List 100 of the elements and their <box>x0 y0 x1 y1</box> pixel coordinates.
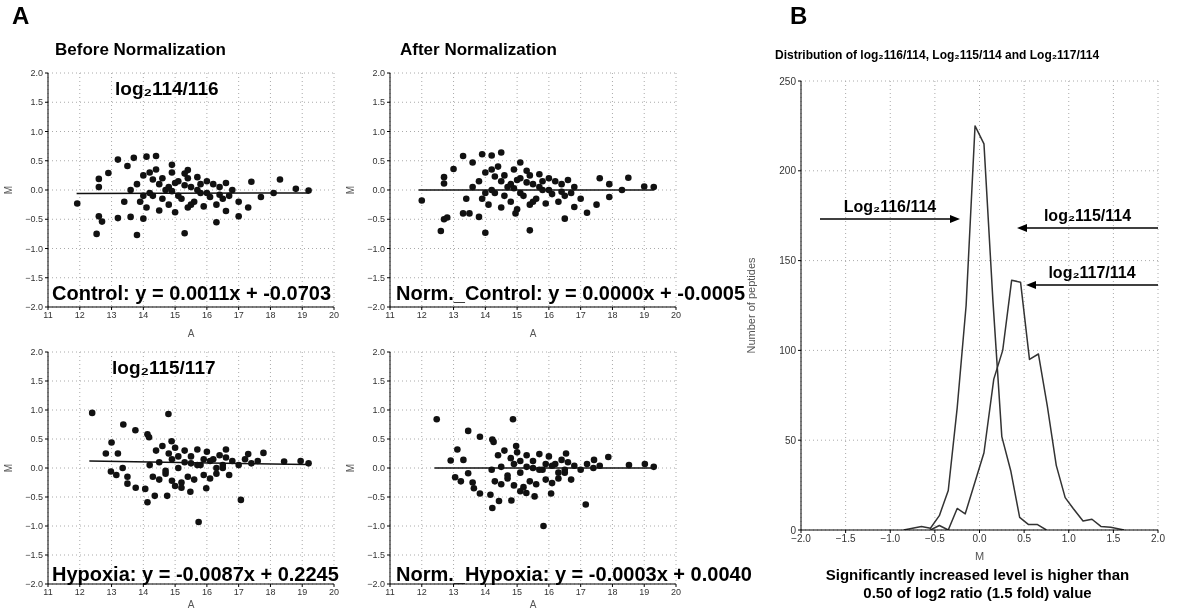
x-tick-label: 0.0 <box>972 533 987 545</box>
x-tick-label: −1.0 <box>880 533 901 545</box>
y-tick-label: −2.0 <box>367 302 385 313</box>
x-tick-label: 17 <box>575 310 586 321</box>
x-tick-label: 12 <box>416 587 427 598</box>
x-tick-label: 15 <box>512 587 523 598</box>
y-tick-label: 0 <box>790 524 797 536</box>
y-tick-label: 1.5 <box>30 376 43 387</box>
y-tick-label: 0.5 <box>372 155 385 166</box>
x-axis-title: M <box>974 550 985 562</box>
y-tick-label: 0.5 <box>30 434 43 445</box>
x-tick-label: 16 <box>201 587 212 598</box>
y-tick-label: 250 <box>779 75 797 87</box>
y-tick-label: 1.5 <box>372 97 385 108</box>
y-tick-label: 2.0 <box>372 68 385 79</box>
y-tick-label: 2.0 <box>372 347 385 358</box>
annotation: Hypoxia: y = -0.0087x + 0.2245 <box>52 562 339 586</box>
x-tick-label: 11 <box>385 310 395 321</box>
x-tick-label: 18 <box>265 310 276 321</box>
x-tick-label: 14 <box>480 310 491 321</box>
annotation: log₂115/117 <box>112 357 216 380</box>
y-tick-label: 100 <box>779 344 797 356</box>
annotation: log₂115/114 <box>1043 207 1132 224</box>
annotation: Control: y = 0.0011x + -0.0703 <box>52 281 332 305</box>
chart-title: After Normalization <box>400 40 557 60</box>
x-tick-label: 19 <box>639 310 650 321</box>
x-tick-label: 12 <box>416 310 427 321</box>
x-tick-label: 17 <box>233 587 244 598</box>
y-tick-label: 0.0 <box>372 463 385 474</box>
x-tick-label: 18 <box>607 310 618 321</box>
x-tick-label: 11 <box>385 587 395 598</box>
y-tick-label: 1.0 <box>372 405 385 416</box>
y-tick-label: 1.0 <box>30 126 43 137</box>
x-tick-label: 1.0 <box>1061 533 1077 545</box>
x-tick-label: 18 <box>265 587 276 598</box>
x-tick-label: 12 <box>74 587 85 598</box>
x-tick-label: 16 <box>543 587 554 598</box>
x-tick-label: 11 <box>43 310 53 321</box>
x-tick-label: 0.5 <box>1017 533 1032 545</box>
y-tick-label: −1.5 <box>25 272 43 283</box>
annotation: Log₂116/114 <box>843 198 937 215</box>
chart-title: Distribution of log₂116/114, Log₂115/114 and Log₂117/114 <box>775 48 1100 62</box>
y-tick-label: −0.5 <box>367 214 385 225</box>
text: B <box>790 2 808 31</box>
x-tick-label: 13 <box>448 587 459 598</box>
y-tick-label: 1.0 <box>372 126 385 137</box>
chart-title: Before Normalization <box>55 40 226 60</box>
x-tick-label: −0.5 <box>925 533 946 545</box>
y-tick-label: −1.0 <box>25 521 43 532</box>
x-axis-title: A <box>187 328 195 339</box>
y-axis-title: Number of peptides <box>744 257 757 354</box>
x-tick-label: 14 <box>480 587 491 598</box>
x-tick-label: 17 <box>575 587 586 598</box>
y-tick-label: 0.5 <box>372 434 385 445</box>
x-axis-title: A <box>187 599 195 609</box>
x-tick-label: 20 <box>328 310 340 321</box>
x-tick-label: 13 <box>106 310 117 321</box>
x-tick-label: 17 <box>233 310 244 321</box>
y-tick-label: 0.0 <box>30 463 43 474</box>
annotation: Norm._Control: y = 0.0000x + -0.0005 <box>396 281 746 305</box>
y-axis-title: M <box>2 463 14 473</box>
y-axis-title: M <box>344 463 356 473</box>
y-tick-label: 200 <box>779 165 797 177</box>
x-tick-label: −1.5 <box>835 533 856 545</box>
x-tick-label: 20 <box>670 310 682 321</box>
y-tick-label: −1.5 <box>367 550 385 561</box>
x-tick-label: 15 <box>512 310 523 321</box>
x-tick-label: 13 <box>448 310 459 321</box>
x-tick-label: 2.0 <box>1151 533 1166 545</box>
y-tick-label: 150 <box>779 255 797 267</box>
x-tick-label: 15 <box>170 587 181 598</box>
y-tick-label: −1.5 <box>25 550 43 561</box>
y-tick-label: −1.5 <box>367 272 385 283</box>
y-tick-label: 2.0 <box>30 347 43 358</box>
y-tick-label: 50 <box>784 434 797 446</box>
x-tick-label: 16 <box>543 310 554 321</box>
y-tick-label: 2.0 <box>30 68 43 79</box>
y-tick-label: 1.5 <box>30 97 43 108</box>
x-tick-label: 20 <box>670 587 682 598</box>
annotation: log₂114/116 <box>115 78 219 101</box>
x-tick-label: 15 <box>170 310 181 321</box>
y-axis-title: M <box>2 185 14 195</box>
text: Significantly increased level is higher than 0.50 of log2 ratio (1.5 fold) value <box>824 566 1131 602</box>
x-tick-label: 1.5 <box>1106 533 1121 545</box>
y-tick-label: −2.0 <box>367 579 385 590</box>
annotation: Norm._Hypoxia: y = -0.0003x + 0.0040 <box>396 562 752 586</box>
y-tick-label: 0.0 <box>372 185 385 196</box>
x-tick-label: 11 <box>43 587 53 598</box>
y-tick-label: −0.5 <box>25 492 43 503</box>
y-tick-label: −0.5 <box>367 492 385 503</box>
x-tick-label: 18 <box>607 587 618 598</box>
y-tick-label: 0.0 <box>30 185 43 196</box>
x-tick-label: 12 <box>74 310 85 321</box>
y-tick-label: −1.0 <box>25 243 43 254</box>
y-tick-label: 0.5 <box>30 155 43 166</box>
x-tick-label: 16 <box>201 310 212 321</box>
x-tick-label: 13 <box>106 587 117 598</box>
x-tick-label: 19 <box>297 310 308 321</box>
y-tick-label: 1.0 <box>30 405 43 416</box>
x-tick-label: 19 <box>639 587 650 598</box>
